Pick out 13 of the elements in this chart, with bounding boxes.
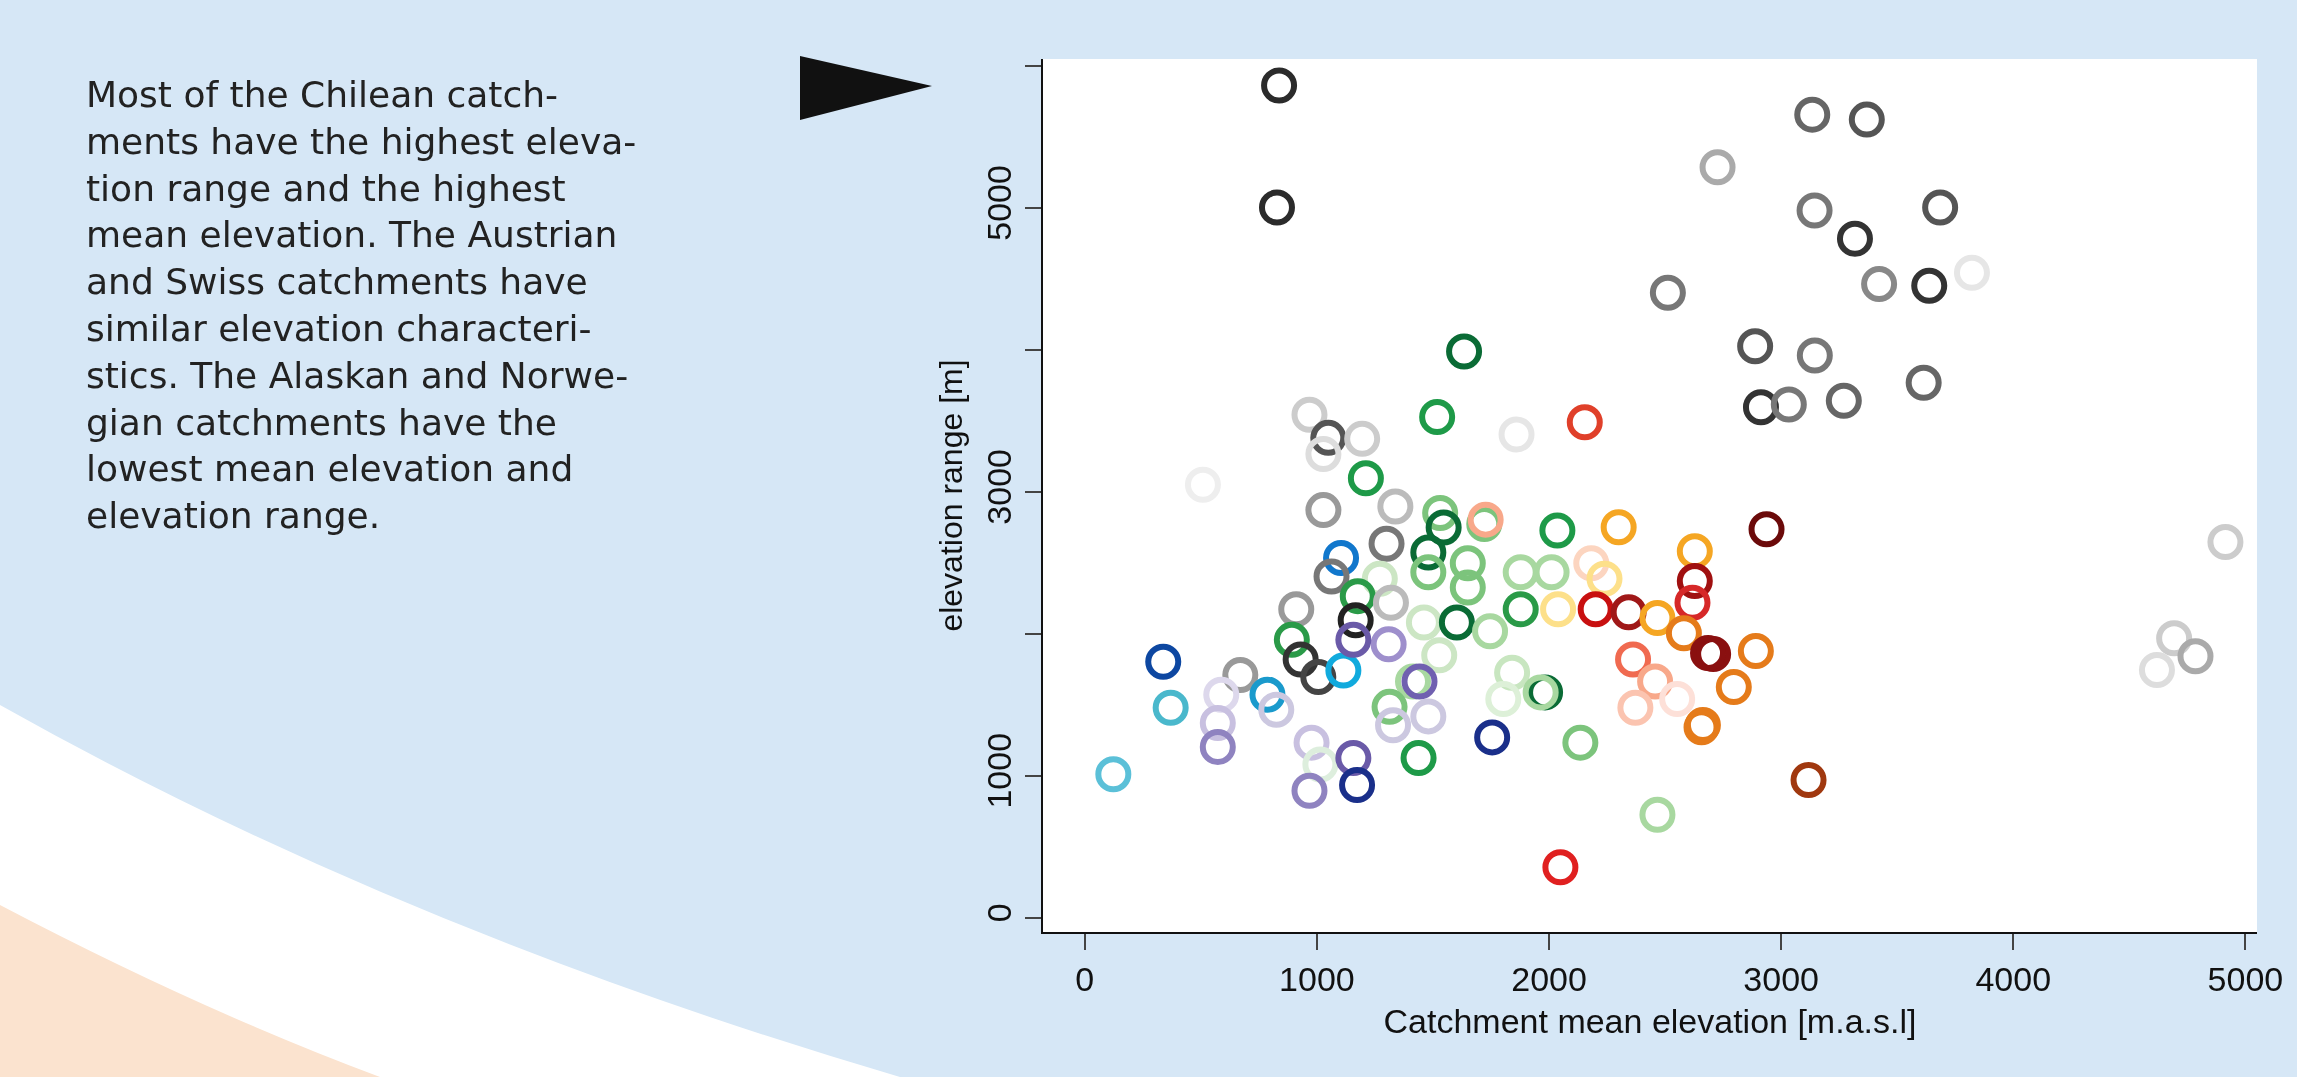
x-tick-label: 1000 <box>1279 959 1355 998</box>
y-axis-title: elevation range [m] <box>933 359 970 632</box>
y-tick-label: 0 <box>980 903 1019 923</box>
x-tick-label: 2000 <box>1511 959 1587 998</box>
x-tick-label: 5000 <box>2207 959 2284 998</box>
y-tick-label: 5000 <box>980 165 1019 241</box>
x-tick-label: 4000 <box>1975 959 2052 998</box>
y-tick-label: 3000 <box>980 449 1019 525</box>
y-tick-label: 1000 <box>980 732 1019 809</box>
x-axis-title: Catchment mean elevation [m.a.s.l] <box>1383 1001 1917 1040</box>
text: Most of the Chilean catch- ments have the highest eleva- tion range and the highest mean elevation. The Austrian and Swiss catchments have similar elevation characteri- stics. The Alaskan and Norwe- gian catchments have the lowest mean elevation and elevation range. <box>86 74 637 537</box>
x-tick-label: 0 <box>1075 959 1095 998</box>
x-tick-label: 3000 <box>1743 959 1819 998</box>
